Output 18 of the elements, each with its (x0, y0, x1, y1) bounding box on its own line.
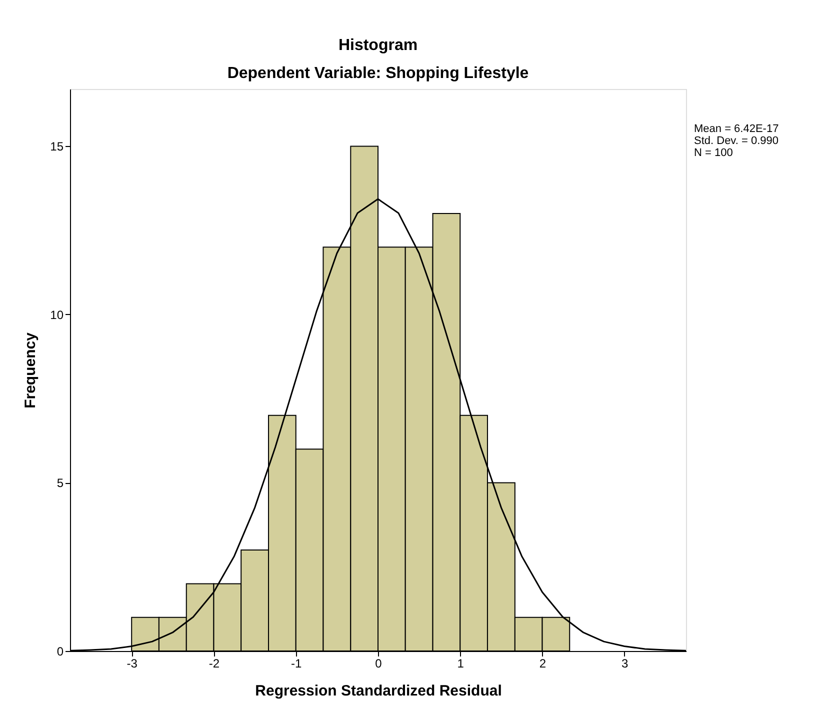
text: N = 100 (694, 147, 733, 159)
x-tick-label: -2 (208, 656, 220, 670)
y-axis-title: Frequency (22, 332, 40, 408)
x-tick-label: 2 (539, 656, 546, 670)
y-tick-label: 10 (50, 308, 64, 322)
y-tick-label: 5 (56, 476, 64, 490)
chart-title: Histogram (338, 37, 418, 54)
text: Std. Dev. = 0.990 (694, 135, 778, 147)
y-tick-label: 15 (50, 140, 64, 154)
x-tick-label: 3 (622, 656, 629, 670)
x-tick-label: 1 (457, 656, 464, 670)
x-tick-label: -3 (126, 656, 138, 670)
x-axis-title: Regression Standardized Residual (255, 682, 502, 700)
text: Mean = 6.42E-17 (694, 123, 779, 135)
chart-subtitle: Dependent Variable: Shopping Lifestyle (227, 65, 529, 82)
y-tick-label: 0 (56, 644, 64, 658)
x-tick-label: 0 (375, 656, 382, 670)
x-tick-label: -1 (291, 656, 302, 670)
